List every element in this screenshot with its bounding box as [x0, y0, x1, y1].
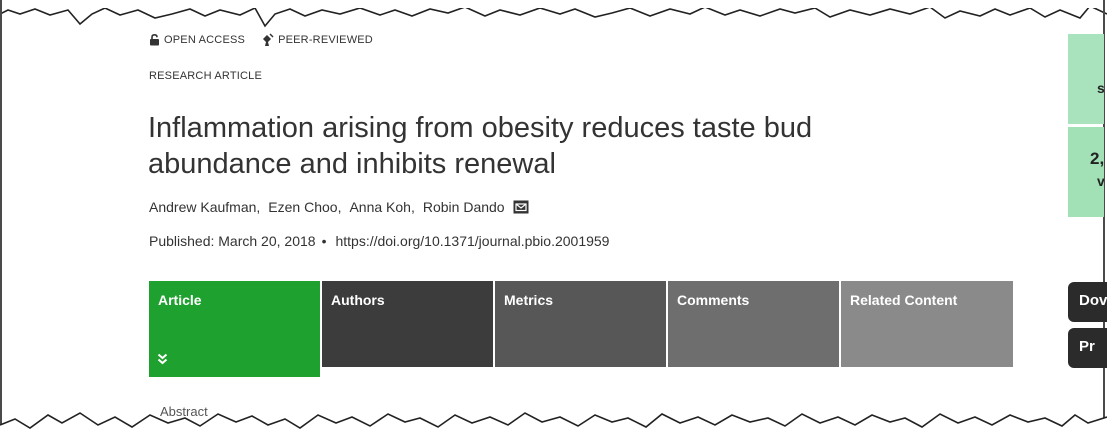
open-access-label: OPEN ACCESS: [164, 34, 246, 46]
publication-info: Published: March 20, 2018 • https://doi.…: [149, 233, 609, 249]
page-border-right: [1103, 0, 1105, 439]
article-title-line-1: Inflammation arising from obesity reduce…: [148, 112, 813, 144]
peer-reviewed-badge[interactable]: PEER-REVIEWED: [261, 33, 373, 47]
email-icon[interactable]: [513, 200, 529, 214]
metric-box-saves-text: s: [1097, 80, 1104, 96]
access-badges: OPEN ACCESS PEER-REVIEWED: [149, 33, 389, 47]
article-title: Inflammation arising from obesity reduce…: [148, 110, 968, 182]
published-date: Published: March 20, 2018: [149, 233, 316, 249]
metric-box-saves[interactable]: s: [1068, 34, 1104, 124]
author-link[interactable]: Anna Koh,: [349, 199, 415, 215]
author-link[interactable]: Andrew Kaufman,: [149, 199, 261, 215]
separator-dot: •: [321, 233, 327, 249]
article-type-label: RESEARCH ARTICLE: [149, 70, 263, 82]
author-link[interactable]: Robin Dando: [422, 199, 505, 215]
peer-reviewed-icon: [263, 33, 274, 46]
lock-open-icon: [150, 34, 159, 46]
peer-reviewed-label: PEER-REVIEWED: [278, 34, 373, 46]
tab-authors[interactable]: Authors: [322, 281, 493, 367]
article-tabs: Article Authors Metrics Comments Related…: [149, 281, 1015, 377]
open-access-badge[interactable]: OPEN ACCESS: [149, 34, 245, 46]
doi-link[interactable]: https://doi.org/10.1371/journal.pbio.200…: [335, 233, 610, 249]
tab-related-content-label: Related Content: [850, 292, 958, 308]
tab-comments-label: Comments: [677, 292, 750, 308]
tab-article[interactable]: Article: [149, 281, 320, 377]
double-chevron-down-icon: [157, 353, 168, 365]
tab-article-label: Article: [158, 292, 202, 308]
print-button[interactable]: Pr: [1068, 328, 1107, 368]
author-link[interactable]: Ezen Choo,: [268, 199, 342, 215]
tab-comments[interactable]: Comments: [668, 281, 839, 367]
download-button[interactable]: Dov: [1068, 282, 1107, 322]
metric-views-label: v: [1097, 173, 1104, 189]
metric-box-views[interactable]: 2, v: [1068, 127, 1104, 217]
article-title-line-2: abundance and inhibits renewal: [148, 148, 556, 180]
abstract-heading: Abstract: [160, 404, 208, 419]
metric-views-count: 2,: [1090, 149, 1104, 168]
author-list: Andrew Kaufman, Ezen Choo, Anna Koh, Rob…: [149, 199, 529, 215]
tab-metrics[interactable]: Metrics: [495, 281, 666, 367]
page-border-left: [0, 0, 2, 439]
tab-related-content[interactable]: Related Content: [841, 281, 1013, 367]
tab-metrics-label: Metrics: [504, 292, 554, 308]
tab-authors-label: Authors: [331, 292, 385, 308]
